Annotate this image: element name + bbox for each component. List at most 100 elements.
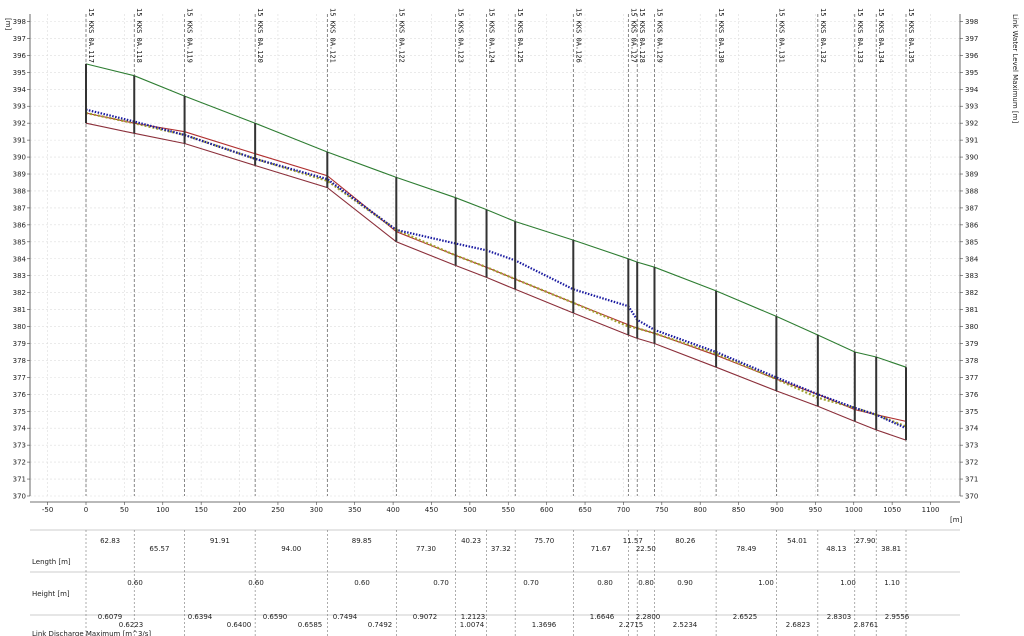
node-label: 15 KKS 0A.123	[457, 8, 465, 63]
y-tick-label-right: 394	[965, 86, 979, 94]
x-tick-label: 500	[463, 506, 476, 514]
x-tick-label: -50	[42, 506, 53, 514]
y-tick-label-right: 398	[965, 18, 978, 26]
y-tick-label: 397	[13, 35, 26, 43]
y-tick-label: 377	[13, 374, 26, 382]
y-tick-label: 394	[13, 86, 27, 94]
y-tick-label-right: 381	[965, 306, 978, 314]
y-tick-label-right: 386	[965, 221, 979, 229]
y-tick-label: 391	[13, 137, 26, 145]
x-tick-label: 300	[310, 506, 323, 514]
y-tick-label: 375	[13, 408, 26, 416]
x-tick-label: 1000	[845, 506, 863, 514]
height-value: 0.60	[127, 579, 143, 587]
x-tick-label: 350	[348, 506, 361, 514]
series-lines	[85, 63, 907, 441]
profile-data-table: 62.83 65.57 91.91 94.00 89.85 77.30 40.23 37.32…	[30, 529, 960, 636]
discharge-row-label: Link Discharge Maximum [m^3/s]	[32, 630, 151, 636]
node-label: 15 KKS 0A.117	[87, 8, 95, 63]
node-label: 15 KKS 0A.135	[907, 8, 915, 63]
height-row-label: Height [m]	[32, 590, 70, 598]
y-tick-label: 373	[13, 442, 26, 450]
length-value: 48.13	[826, 545, 846, 553]
node-label: 15 KKS 0A.126	[574, 8, 582, 63]
series-line	[85, 112, 907, 422]
y-tick-label: 371	[13, 476, 26, 484]
discharge-value: 1.6646	[590, 613, 615, 621]
length-value: 62.83	[100, 537, 120, 545]
y-axis-title-right: Link Water Level Maximum [m]	[1011, 14, 1019, 123]
height-value: 0.90	[677, 579, 693, 587]
y-tick-label: 395	[13, 69, 26, 77]
y-tick-label: 378	[13, 357, 26, 365]
y-tick-label: 389	[13, 171, 26, 179]
length-value: 65.57	[149, 545, 169, 553]
length-value: 89.85	[352, 537, 372, 545]
manhole-guide-lines	[85, 14, 907, 496]
y-tick-label-right: 392	[965, 120, 978, 128]
x-tick-label: 700	[617, 506, 630, 514]
y-tick-label-right: 373	[965, 442, 978, 450]
discharge-value: 1.0074	[460, 621, 485, 629]
node-label: 15 KKS 0A.133	[856, 8, 864, 63]
height-value: 1.00	[840, 579, 856, 587]
x-tick-label: 550	[502, 506, 515, 514]
y-tick-label-right: 383	[965, 272, 978, 280]
length-value: 27.90	[855, 537, 875, 545]
y-tick-label: 386	[13, 221, 27, 229]
y-tick-label: 382	[13, 289, 26, 297]
x-tick-label: 450	[425, 506, 438, 514]
discharge-value: 1.3696	[532, 621, 557, 629]
node-label: 15 KKS 0A.129	[655, 8, 663, 63]
discharge-value: 0.6590	[263, 613, 288, 621]
length-value: 11.57	[623, 537, 643, 545]
x-tick-label: 750	[655, 506, 668, 514]
y-tick-label-right: 390	[965, 154, 978, 162]
node-label: 15 KKS 0A.124	[488, 8, 496, 63]
y-tick-label-right: 382	[965, 289, 978, 297]
series-line	[85, 108, 907, 430]
node-label: 15 KKS 0A.131	[777, 8, 785, 63]
node-label: 15 KKS 0A.118	[135, 8, 143, 63]
height-value: 0.60	[354, 579, 370, 587]
y-tick-label: 385	[13, 238, 26, 246]
y-tick-label-right: 378	[965, 357, 978, 365]
node-label: 15 KKS 0A.132	[819, 8, 827, 63]
y-tick-label: 390	[13, 154, 26, 162]
x-tick-label: 650	[578, 506, 591, 514]
y-tick-label-right: 395	[965, 69, 978, 77]
y-tick-label-right: 388	[965, 187, 978, 195]
node-label: 15 KKS 0A.121	[328, 8, 336, 63]
discharge-value: 1.2123	[461, 613, 486, 621]
length-value: 78.49	[736, 545, 756, 553]
y-tick-label-right: 384	[965, 255, 979, 263]
y-tick-label-right: 397	[965, 35, 978, 43]
x-tick-label: 400	[386, 506, 399, 514]
x-tick-label: 950	[809, 506, 822, 514]
length-value: 91.91	[210, 537, 230, 545]
x-tick-label: 800	[694, 506, 707, 514]
y-tick-label: 370	[13, 493, 26, 501]
discharge-value: 2.2800	[636, 613, 661, 621]
y-axis-right-ticks: 370 371 372 373 374 375 376 377 378 379 380 381 382 3…	[960, 18, 979, 501]
height-value: 0.70	[523, 579, 539, 587]
discharge-value: 0.6400	[227, 621, 252, 629]
height-value: 0.80	[638, 579, 654, 587]
discharge-value: 0.6079	[98, 613, 123, 621]
x-tick-label: 250	[271, 506, 284, 514]
y-tick-label-right: 370	[965, 493, 978, 501]
y-tick-label: 374	[13, 425, 27, 433]
y-tick-label: 381	[13, 306, 26, 314]
discharge-value: 2.8761	[854, 621, 879, 629]
length-row-label: Length [m]	[32, 558, 71, 566]
discharge-value: 2.2715	[619, 621, 644, 629]
x-tick-label: 1100	[922, 506, 940, 514]
discharge-value: 0.6223	[119, 621, 144, 629]
height-value: 0.80	[597, 579, 613, 587]
grid-lines	[30, 14, 960, 497]
discharge-value: 0.7494	[333, 613, 358, 621]
y-tick-label: 388	[13, 187, 26, 195]
x-tick-label: 50	[120, 506, 129, 514]
x-tick-label: 900	[770, 506, 783, 514]
